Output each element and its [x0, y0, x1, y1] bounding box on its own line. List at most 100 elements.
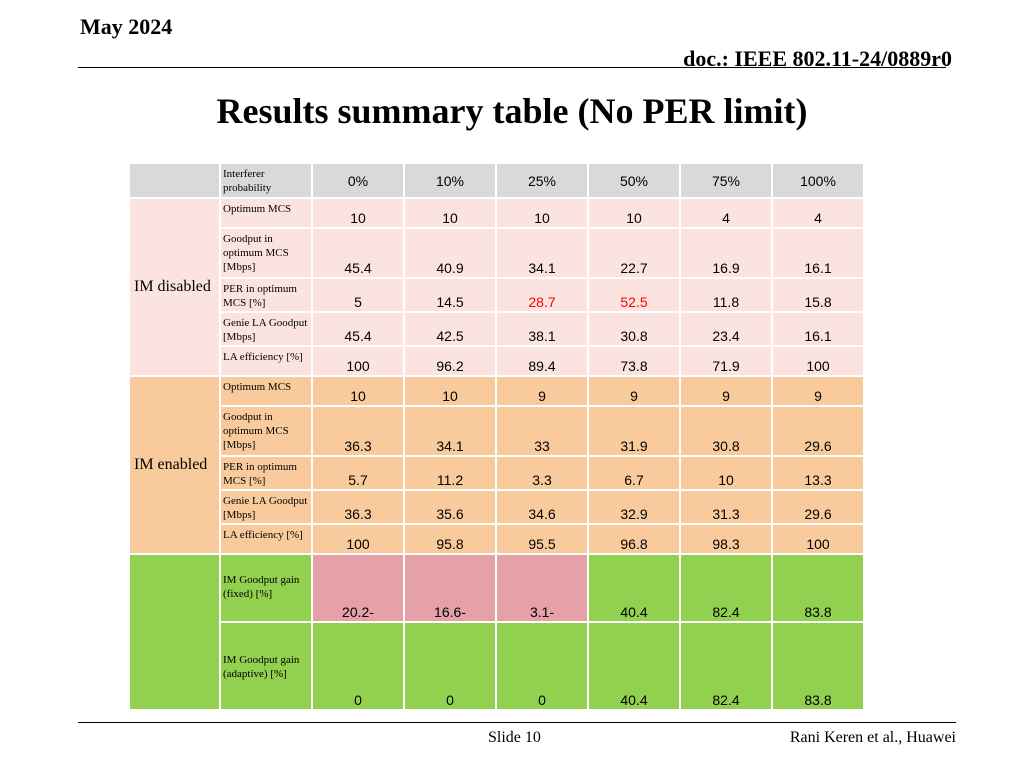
- table-row: Goodput in optimum MCS [Mbps] 36.3 34.1 …: [129, 405, 865, 457]
- table-cell: 14.5: [403, 277, 497, 313]
- table-cell: 82.4: [679, 621, 773, 711]
- table-cell: 33: [495, 405, 589, 457]
- table-cell: 10: [495, 197, 589, 229]
- column-header: 10%: [403, 162, 497, 199]
- table-cell: 71.9: [679, 345, 773, 377]
- table-cell: 29.6: [771, 489, 865, 525]
- footer-author: Rani Keren et al., Huawei: [789, 729, 956, 746]
- table-cell: 16.9: [679, 227, 773, 279]
- table-cell: 34.1: [495, 227, 589, 279]
- table-cell: 31.3: [679, 489, 773, 525]
- slide-number: Slide 10: [488, 729, 541, 746]
- table-row: Goodput in optimum MCS [Mbps] 45.4 40.9 …: [129, 227, 865, 279]
- table-cell-highlight: 52.5: [587, 277, 681, 313]
- table-cell: 5: [311, 277, 405, 313]
- table-cell: 10: [587, 197, 681, 229]
- table-cell-negative: 3.1-: [495, 553, 589, 623]
- table-cell: 0: [495, 621, 589, 711]
- table-header-row: Interferer probability 0% 10% 25% 50% 75…: [128, 162, 865, 199]
- table-cell: 89.4: [495, 345, 589, 377]
- column-header: 0%: [311, 162, 405, 199]
- table-cell: 10: [679, 455, 773, 491]
- table-cell: 36.3: [311, 489, 405, 525]
- table-cell: 36.3: [311, 405, 405, 457]
- row-label: LA efficiency [%]: [219, 345, 313, 377]
- table-cell: 4: [771, 197, 865, 229]
- table-cell: 95.5: [495, 523, 589, 555]
- table-cell: 100: [771, 345, 865, 377]
- table-cell: 82.4: [679, 553, 773, 623]
- row-label: IM Goodput gain (fixed) [%]: [219, 553, 313, 623]
- table-cell: 98.3: [679, 523, 773, 555]
- table-cell: 96.8: [587, 523, 681, 555]
- table-cell: 34.6: [495, 489, 589, 525]
- table-cell: 32.9: [587, 489, 681, 525]
- table-row: LA efficiency [%] 100 95.8 95.5 96.8 98.…: [129, 523, 865, 555]
- table-cell: 9: [679, 375, 773, 407]
- table-cell: 34.1: [403, 405, 497, 457]
- table-cell: 3.3: [495, 455, 589, 491]
- row-label: IM Goodput gain (adaptive) [%]: [219, 621, 313, 711]
- row-label: PER in optimum MCS [%]: [219, 277, 313, 313]
- table-cell: 0: [403, 621, 497, 711]
- table-cell: 45.4: [311, 311, 405, 347]
- table-cell: 9: [771, 375, 865, 407]
- table-cell: 5.7: [311, 455, 405, 491]
- table-cell: 40.4: [587, 621, 681, 711]
- table-cell: 100: [311, 345, 405, 377]
- table-cell: 30.8: [679, 405, 773, 457]
- column-header: 75%: [679, 162, 773, 199]
- table-cell: 100: [771, 523, 865, 555]
- group-label-im-disabled: IM disabled: [128, 197, 221, 377]
- table-cell: 9: [587, 375, 681, 407]
- table-cell: 13.3: [771, 455, 865, 491]
- table-cell-negative: 20.2-: [311, 553, 405, 623]
- table-row: IM disabled Optimum MCS 10 10 10 10 4 4: [128, 197, 865, 377]
- group-label-gain: [128, 553, 221, 711]
- table-cell: 0: [311, 621, 405, 711]
- table-cell: 73.8: [587, 345, 681, 377]
- table-row: Genie LA Goodput [Mbps] 45.4 42.5 38.1 3…: [129, 311, 865, 347]
- table-cell: 23.4: [679, 311, 773, 347]
- table-cell: 16.1: [771, 311, 865, 347]
- table-cell: 83.8: [771, 621, 865, 711]
- table-cell: 40.9: [403, 227, 497, 279]
- table-row: PER in optimum MCS [%] 5 14.5 28.7 52.5 …: [129, 277, 865, 313]
- row-label: Genie LA Goodput [Mbps]: [219, 311, 313, 347]
- header-label: Interferer probability: [219, 162, 313, 199]
- group-label-im-enabled: IM enabled: [128, 375, 221, 555]
- table-cell: 11.8: [679, 277, 773, 313]
- header-date: May 2024: [80, 14, 173, 39]
- row-label: PER in optimum MCS [%]: [219, 455, 313, 491]
- table-cell: 9: [495, 375, 589, 407]
- table-cell: 95.8: [403, 523, 497, 555]
- row-label: Genie LA Goodput [Mbps]: [219, 489, 313, 525]
- table-cell-highlight: 28.7: [495, 277, 589, 313]
- column-header: 100%: [771, 162, 865, 199]
- header-doc-id: doc.: IEEE 802.11-24/0889r0: [683, 46, 952, 71]
- table-cell: 83.8: [771, 553, 865, 623]
- table-cell: 10: [403, 375, 497, 407]
- table-row: PER in optimum MCS [%] 5.7 11.2 3.3 6.7 …: [129, 455, 865, 491]
- table-cell: 96.2: [403, 345, 497, 377]
- table-row: IM enabled Optimum MCS 10 10 9 9 9 9: [128, 375, 865, 555]
- row-label: Goodput in optimum MCS [Mbps]: [219, 405, 313, 457]
- table-cell: 16.1: [771, 227, 865, 279]
- header-divider: [78, 67, 946, 68]
- table-cell: 29.6: [771, 405, 865, 457]
- row-label: Optimum MCS: [219, 375, 313, 407]
- table-cell: 22.7: [587, 227, 681, 279]
- row-label: Optimum MCS: [219, 197, 313, 229]
- table-cell: 38.1: [495, 311, 589, 347]
- row-label: LA efficiency [%]: [219, 523, 313, 555]
- table-cell: 10: [311, 375, 405, 407]
- table-row: LA efficiency [%] 100 96.2 89.4 73.8 71.…: [129, 345, 865, 377]
- table-cell: 4: [679, 197, 773, 229]
- table-cell: 11.2: [403, 455, 497, 491]
- table-row: IM Goodput gain (fixed) [%] 20.2- 16.6- …: [128, 553, 865, 711]
- slide-title: Results summary table (No PER limit): [216, 91, 808, 131]
- footer-divider: [78, 722, 956, 723]
- table-cell: 31.9: [587, 405, 681, 457]
- table-cell: 30.8: [587, 311, 681, 347]
- column-header: 25%: [495, 162, 589, 199]
